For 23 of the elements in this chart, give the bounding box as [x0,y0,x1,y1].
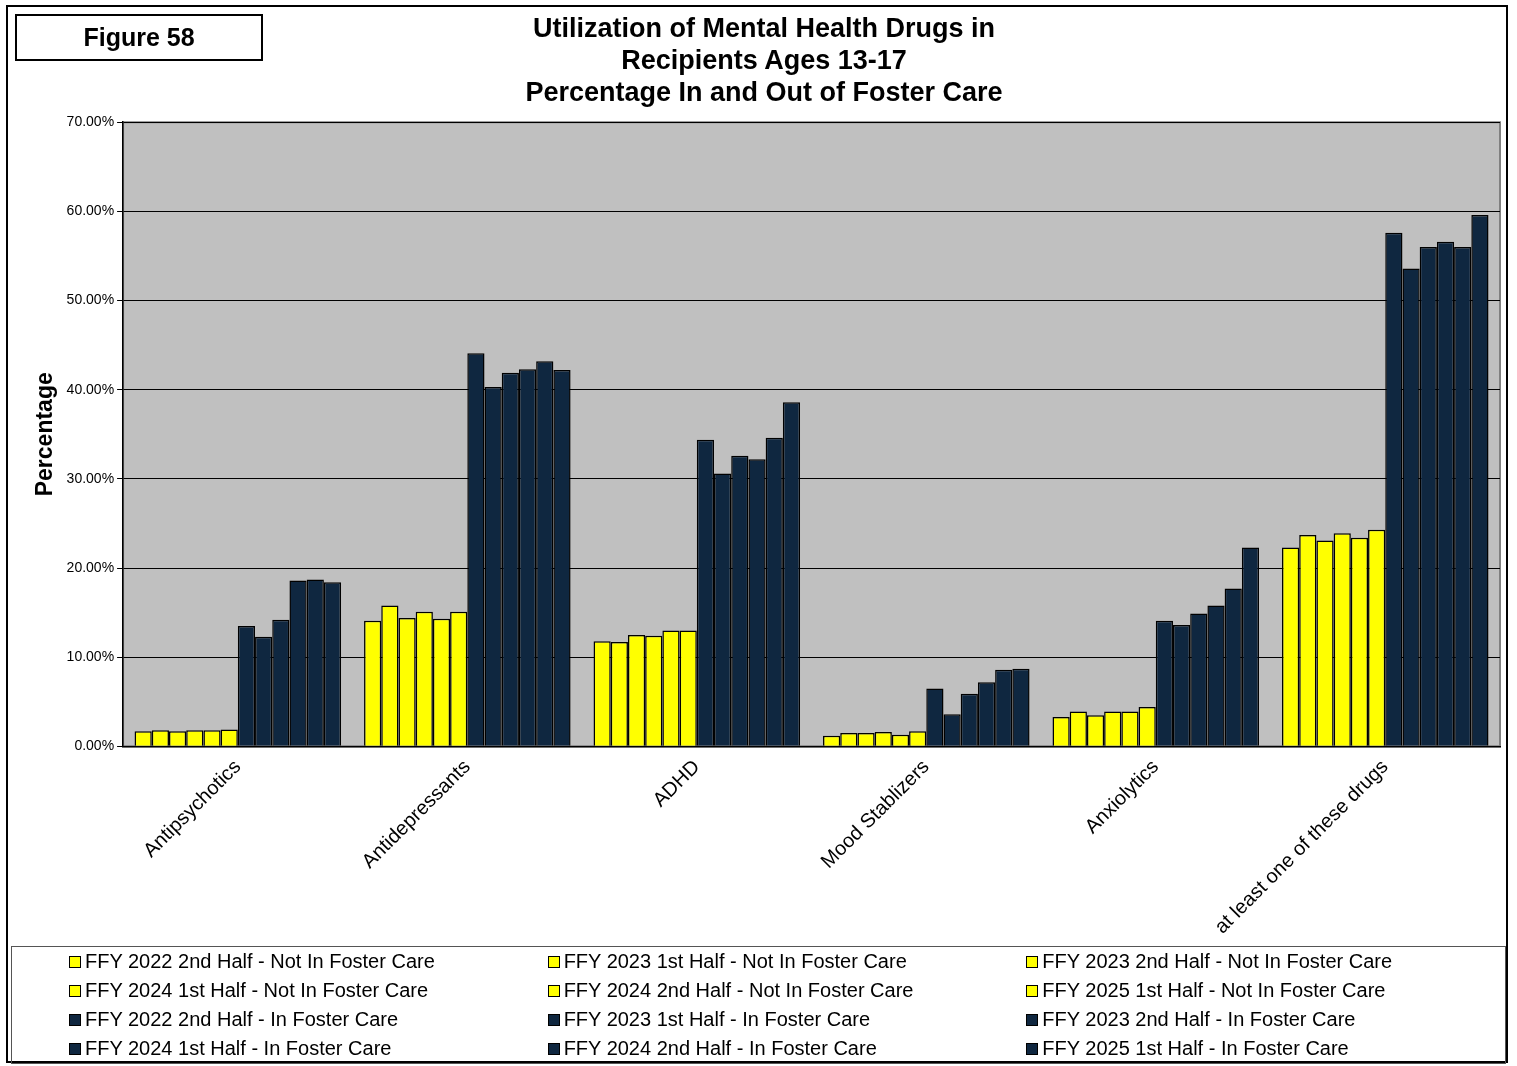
y-tick-label: 30.00% [66,469,115,486]
y-tick-label: 50.00% [66,291,115,308]
y-tick-label: 20.00% [66,558,115,575]
y-tick-label: 70.00% [66,113,115,130]
legend-label: FFY 2022 2nd Half - Not In Foster Care [85,950,435,973]
legend-label: FFY 2024 1st Half - Not In Foster Care [85,979,429,1002]
legend-label: FFY 2024 1st Half - In Foster Care [85,1037,392,1060]
legend-label: FFY 2025 1st Half - In Foster Care [1042,1037,1349,1060]
legend-label: FFY 2022 2nd Half - In Foster Care [85,1008,399,1031]
caption: Figure 58 [15,14,263,61]
legend-label: FFY 2023 2nd Half - In Foster Care [1042,1008,1356,1031]
legend-label: FFY 2023 1st Half - Not In Foster Care [563,950,907,973]
y-axis-title: Percentage [31,372,58,497]
legend-label: FFY 2025 1st Half - Not In Foster Care [1042,979,1386,1002]
y-tick-label: 10.00% [66,648,115,665]
legend-label: FFY 2024 2nd Half - In Foster Care [563,1037,877,1060]
y-tick-label: 0.00% [74,737,115,754]
y-tick-label: 60.00% [66,202,115,219]
legend-label: FFY 2023 1st Half - In Foster Care [563,1008,871,1031]
legend-label: FFY 2024 2nd Half - Not In Foster Care [563,979,914,1002]
chart-title: Utilization of Mental Health Drugs in Recipients Ages 13-17 Percentage In and Out of Foster Care [525,12,1003,108]
legend-label: FFY 2023 2nd Half - Not In Foster Care [1042,950,1393,973]
y-tick-label: 40.00% [66,380,115,397]
